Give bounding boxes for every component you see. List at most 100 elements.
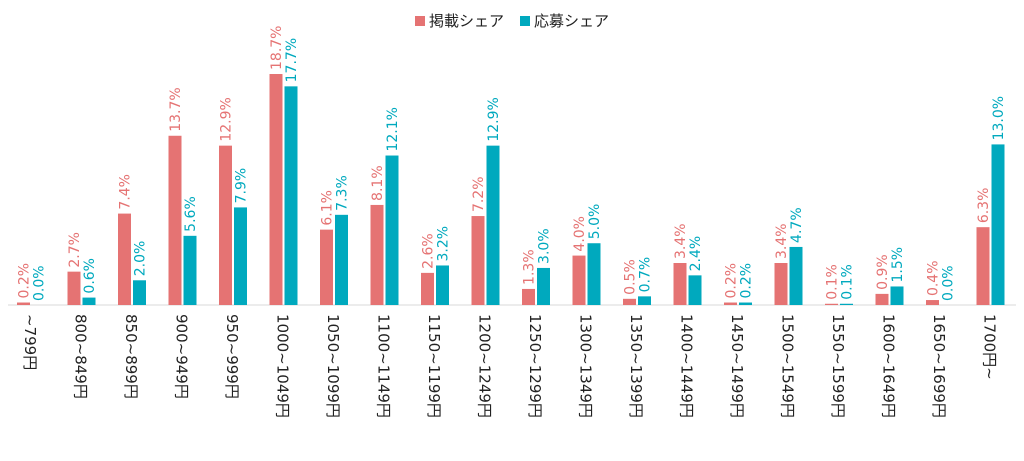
data-label-series-2-4: 7.9%: [234, 168, 250, 204]
data-label-series-2-3: 5.6%: [183, 196, 199, 232]
data-label-series-1-12: 0.5%: [623, 259, 639, 295]
category-label-3: 900~949円: [173, 314, 191, 399]
category-label-14: 1450~1499円: [728, 314, 746, 418]
data-label-series-1-9: 7.2%: [471, 176, 487, 212]
data-label-series-1-2: 7.4%: [118, 174, 134, 210]
bar-series-1-6: [320, 229, 333, 305]
data-label-series-1-17: 0.9%: [875, 254, 891, 290]
category-label-1: 800~849円: [72, 314, 90, 399]
data-label-series-1-6: 6.1%: [320, 190, 336, 226]
data-label-series-1-11: 4.0%: [572, 216, 588, 252]
bar-series-1-0: [17, 302, 30, 305]
bar-series-1-9: [471, 216, 485, 305]
legend-item-series-2: 応募シェア: [520, 10, 609, 31]
data-label-series-2-9: 12.9%: [486, 97, 502, 141]
category-label-11: 1300~1349円: [577, 314, 595, 418]
data-label-series-2-12: 0.7%: [638, 257, 654, 293]
bar-series-2-5: [284, 86, 298, 306]
data-label-series-1-3: 13.7%: [168, 87, 184, 131]
bar-series-2-4: [234, 207, 247, 305]
bar-series-2-12: [638, 296, 651, 305]
bar-series-1-17: [875, 293, 889, 305]
data-label-series-2-16: 0.1%: [840, 264, 856, 300]
data-label-series-2-7: 12.1%: [385, 107, 401, 151]
data-label-series-2-5: 17.7%: [284, 38, 300, 82]
data-label-series-2-18: 0.0%: [941, 265, 957, 301]
bar-series-1-10: [522, 288, 535, 305]
data-label-series-1-7: 8.1%: [370, 165, 386, 201]
data-label-series-1-8: 2.6%: [421, 233, 437, 269]
data-label-series-2-15: 4.7%: [789, 207, 805, 243]
data-label-series-1-4: 12.9%: [219, 97, 235, 141]
bar-series-2-13: [688, 275, 702, 305]
data-label-series-2-13: 2.4%: [688, 236, 704, 272]
data-label-series-2-6: 7.3%: [335, 175, 351, 211]
category-label-18: 1650~1699円: [930, 314, 948, 418]
data-label-series-2-2: 2.0%: [133, 241, 149, 277]
bar-series-2-16: [840, 303, 853, 305]
data-label-series-1-0: 0.2%: [17, 263, 33, 299]
bar-series-1-8: [421, 272, 434, 305]
category-label-8: 1150~1199円: [425, 314, 443, 418]
category-label-13: 1400~1449円: [678, 314, 696, 418]
category-label-15: 1500~1549円: [779, 314, 797, 418]
chart-legend: 掲載シェア 応募シェア: [0, 10, 1024, 31]
legend-swatch-series-1: [414, 15, 425, 26]
data-label-series-2-0: 0.0%: [32, 265, 48, 301]
bar-series-2-11: [587, 243, 601, 305]
bar-series-1-11: [572, 255, 586, 305]
bar-series-1-2: [118, 213, 131, 305]
legend-item-series-1: 掲載シェア: [414, 10, 504, 31]
category-label-4: 950~999円: [223, 314, 241, 399]
bar-series-1-5: [269, 74, 283, 305]
bar-series-2-2: [133, 280, 146, 305]
legend-label-series-2: 応募シェア: [534, 12, 610, 30]
legend-swatch-series-2: [520, 15, 530, 26]
bar-series-2-7: [385, 155, 399, 305]
data-label-series-2-17: 1.5%: [890, 247, 906, 283]
data-label-series-2-11: 5.0%: [587, 204, 603, 240]
bar-series-1-14: [724, 302, 737, 305]
category-label-2: 850~899円: [122, 314, 140, 399]
data-label-series-2-8: 3.2%: [436, 226, 452, 262]
bar-series-1-19: [976, 227, 990, 305]
category-label-10: 1250~1299円: [526, 314, 544, 418]
bar-series-1-13: [673, 263, 687, 305]
bar-series-2-15: [789, 246, 803, 305]
legend-label-series-1: 掲載シェア: [428, 12, 504, 30]
bar-series-2-1: [82, 297, 96, 305]
bar-series-1-4: [219, 145, 232, 305]
bar-series-2-14: [739, 302, 752, 305]
bar-series-2-6: [335, 214, 348, 305]
category-label-0: ~799円: [21, 314, 39, 370]
category-label-6: 1050~1099円: [324, 314, 342, 418]
category-label-16: 1550~1599円: [829, 314, 847, 418]
bar-series-2-8: [436, 265, 449, 305]
bar-series-2-9: [486, 145, 500, 305]
data-label-series-1-16: 0.1%: [825, 264, 841, 300]
bar-series-1-7: [370, 204, 384, 305]
data-label-series-1-5: 18.7%: [269, 26, 285, 70]
data-label-series-2-14: 0.2%: [739, 263, 755, 299]
data-label-series-2-19: 13.0%: [991, 96, 1007, 140]
data-label-series-1-15: 3.4%: [774, 223, 790, 259]
data-label-series-2-10: 3.0%: [537, 228, 553, 264]
category-label-19: 1700円~: [981, 314, 999, 380]
data-label-series-1-14: 0.2%: [724, 263, 740, 299]
category-label-7: 1100~1149円: [375, 314, 393, 418]
bar-series-1-15: [774, 263, 788, 305]
bar-series-1-18: [926, 300, 939, 305]
bar-series-1-3: [168, 135, 182, 305]
data-label-series-1-1: 2.7%: [67, 232, 83, 268]
bar-series-1-1: [67, 271, 81, 305]
category-label-12: 1350~1399円: [627, 314, 645, 418]
bar-series-2-10: [537, 267, 550, 305]
category-label-17: 1600~1649円: [880, 314, 898, 418]
category-label-9: 1200~1249円: [476, 314, 494, 418]
bar-series-1-12: [623, 298, 636, 305]
data-label-series-1-19: 6.3%: [976, 188, 992, 224]
data-label-series-2-1: 0.6%: [82, 258, 98, 294]
data-label-series-1-10: 1.3%: [522, 249, 538, 285]
bar-series-2-17: [890, 286, 904, 305]
